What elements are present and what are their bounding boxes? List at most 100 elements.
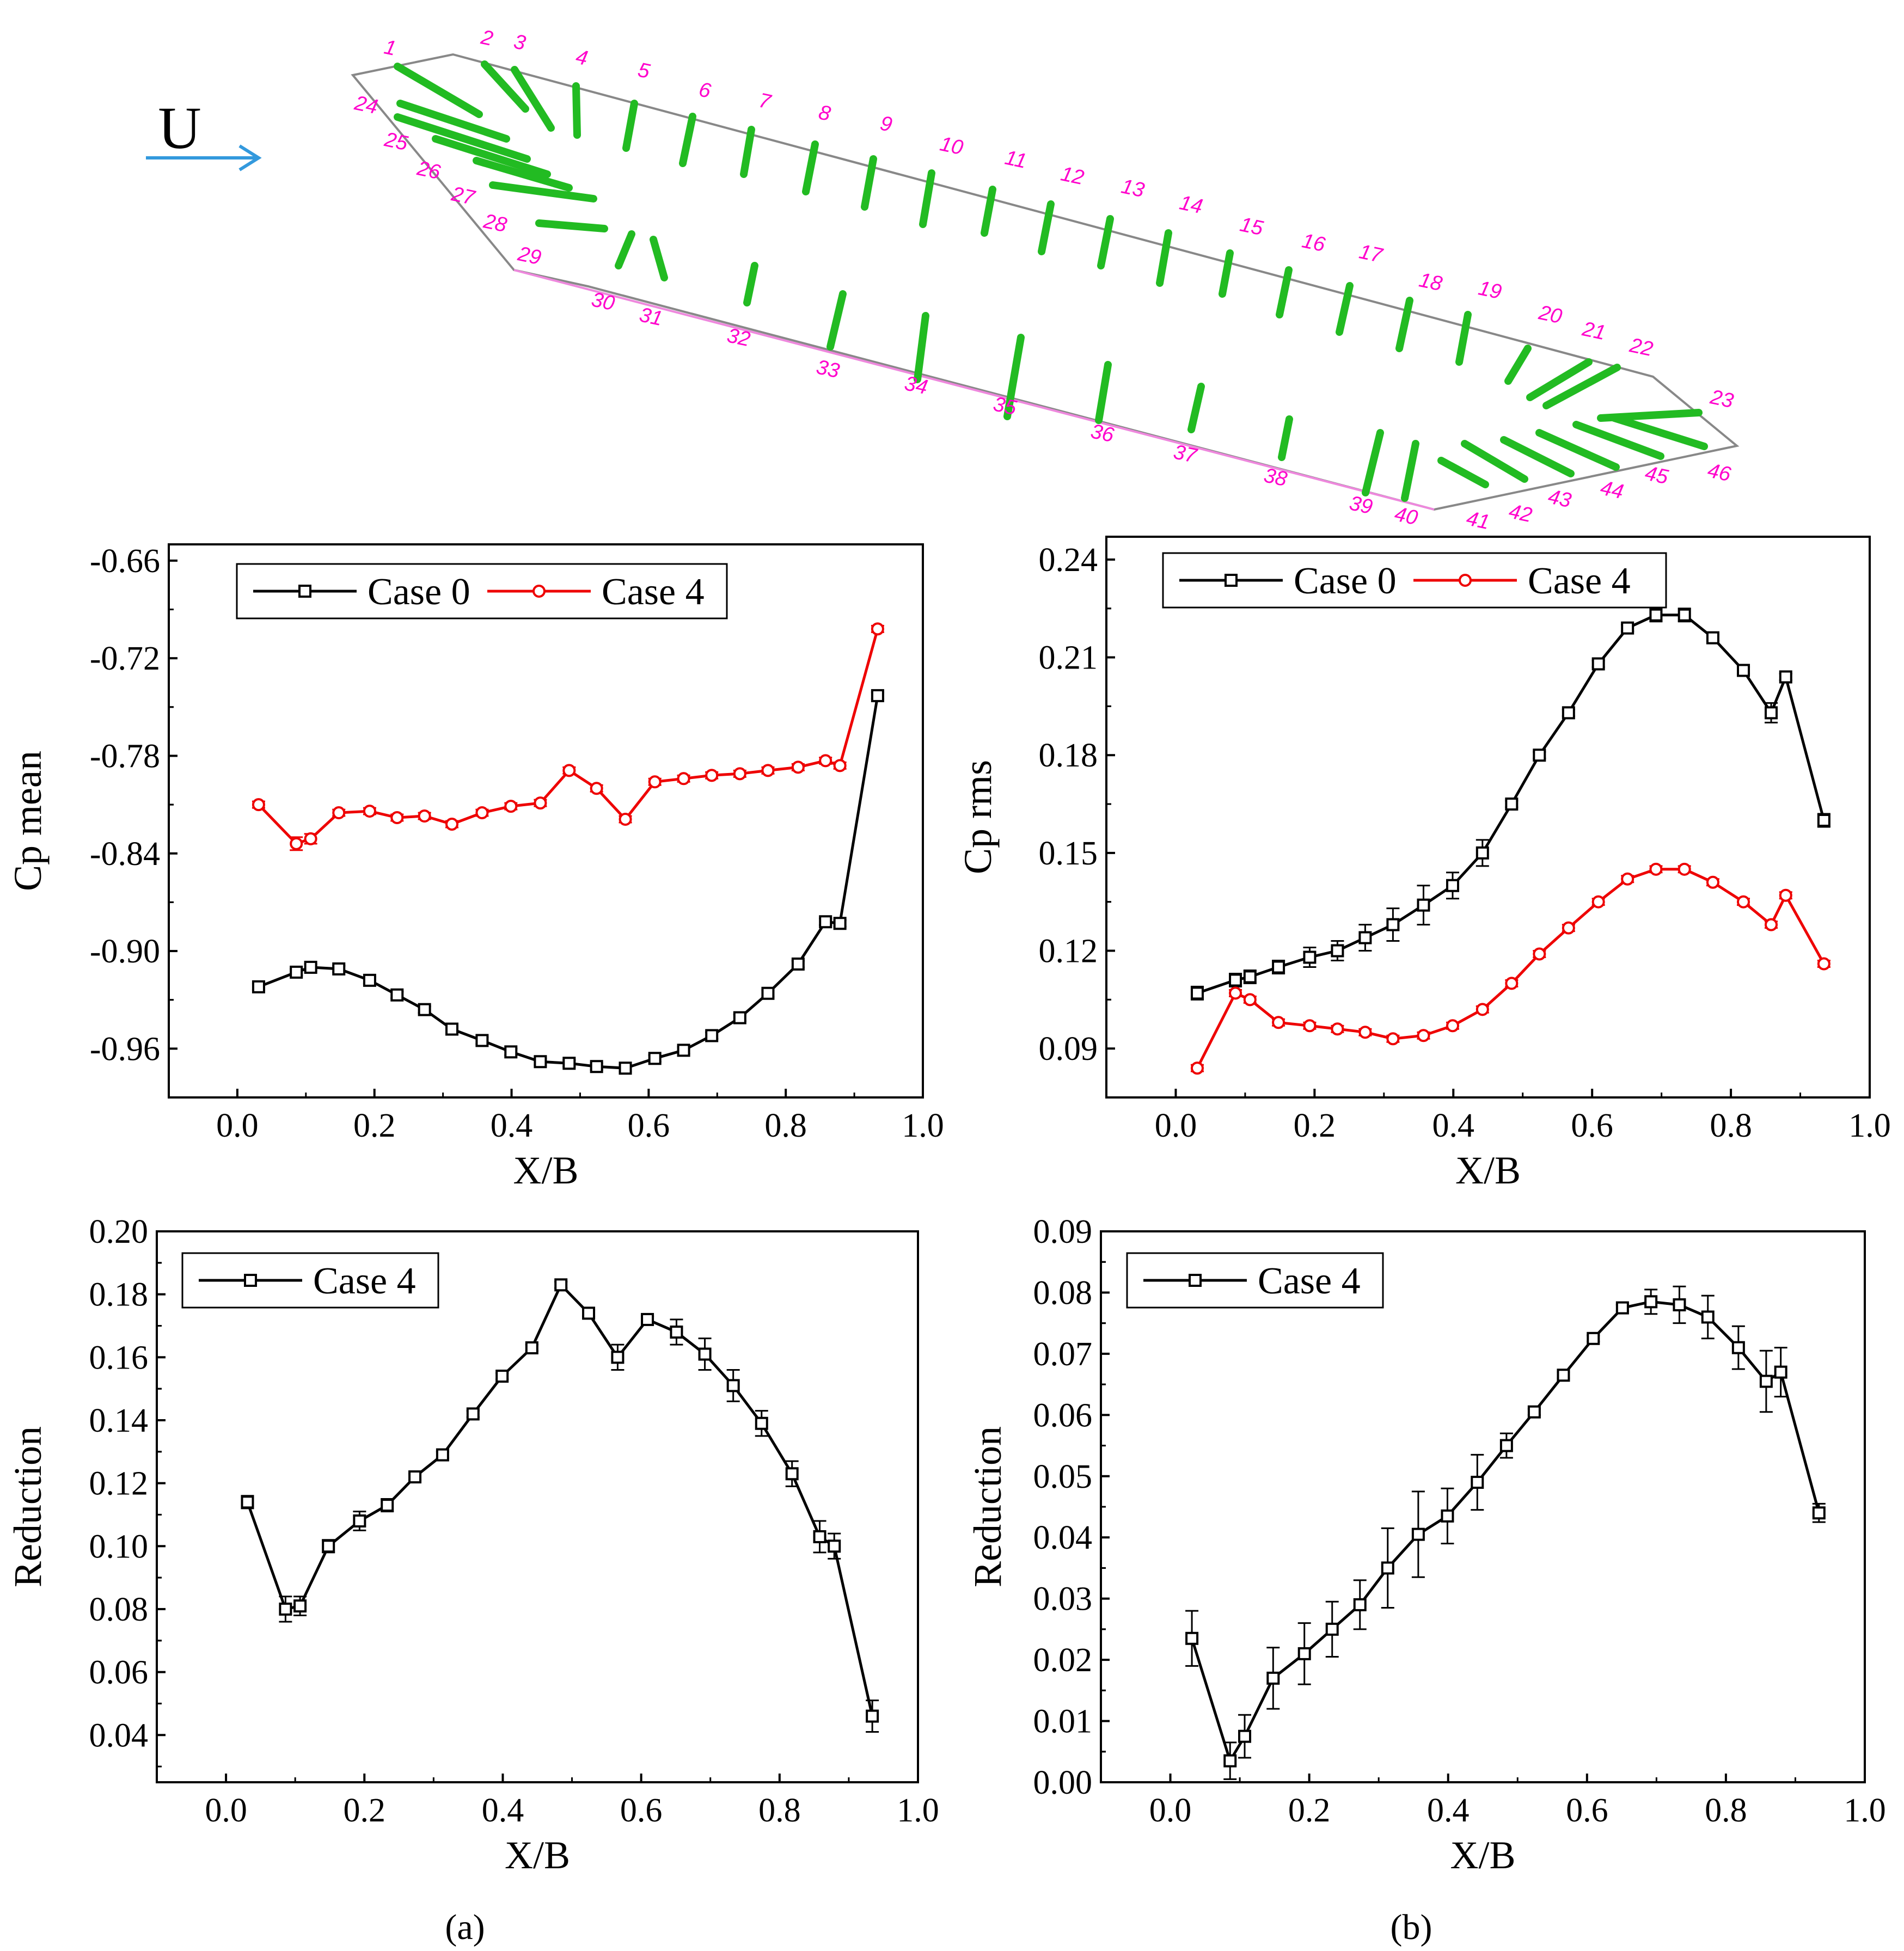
streak-45 <box>1572 421 1664 460</box>
streak-31 <box>650 236 668 281</box>
x-tick-label: 1.0 <box>897 1792 939 1829</box>
data-point <box>562 1057 576 1070</box>
data-point <box>1190 1062 1204 1075</box>
data-point <box>1185 1631 1199 1645</box>
data-point <box>1446 879 1459 892</box>
y-tick-label: 0.00 <box>1033 1764 1093 1801</box>
y-tick-label: -0.84 <box>90 836 160 873</box>
y-tick-label: 0.02 <box>1033 1642 1093 1679</box>
x-tick-label: 0.0 <box>216 1107 259 1144</box>
tap-label-45: 45 <box>1643 462 1670 489</box>
data-point <box>833 759 847 772</box>
data-point <box>761 764 775 777</box>
y-tick-label: 0.06 <box>89 1654 149 1691</box>
data-point <box>1649 862 1663 876</box>
tap-label-3: 3 <box>512 30 528 55</box>
data-point <box>1562 706 1575 720</box>
data-point <box>504 1045 518 1059</box>
data-point <box>1817 957 1830 971</box>
legend-label: Case 4 <box>313 1260 416 1302</box>
series-case-4 <box>1185 1285 1826 1780</box>
data-point <box>828 1539 841 1553</box>
data-point <box>1587 1332 1600 1345</box>
data-point <box>761 986 775 1000</box>
series-line <box>258 695 879 1070</box>
x-axis-label: X/B <box>513 1149 578 1192</box>
streak-36 <box>1095 361 1112 424</box>
tap-label-19: 19 <box>1476 277 1503 304</box>
data-point <box>1441 1509 1454 1523</box>
x-tick-label: 0.4 <box>491 1107 533 1144</box>
tap-label-42: 42 <box>1507 500 1534 527</box>
data-point <box>353 1514 366 1528</box>
data-point <box>1591 895 1605 909</box>
legend: Case 4 <box>1126 1252 1384 1309</box>
tap-label-12: 12 <box>1058 162 1086 189</box>
tap-label-23: 23 <box>1707 385 1735 413</box>
tap-label-43: 43 <box>1546 485 1573 512</box>
tap-label-15: 15 <box>1238 213 1265 240</box>
data-point <box>677 1044 690 1057</box>
y-tick-label: 0.18 <box>89 1277 149 1314</box>
streak-43 <box>1500 436 1575 477</box>
tap-label-21: 21 <box>1579 317 1607 345</box>
x-tick-label: 0.8 <box>1705 1792 1747 1829</box>
x-tick-label: 1.0 <box>902 1107 944 1144</box>
y-tick-label: 0.16 <box>89 1339 149 1376</box>
streak-44 <box>1535 429 1620 471</box>
y-tick-label: -0.66 <box>90 543 160 580</box>
y-tick-label: -0.90 <box>90 933 160 970</box>
streak-30 <box>615 230 635 269</box>
streak-39 <box>1362 429 1384 496</box>
streak-46 <box>1611 414 1708 450</box>
tap-label-27: 27 <box>449 182 477 210</box>
streak-19 <box>1455 311 1472 366</box>
data-point <box>363 805 376 818</box>
streak-9 <box>861 155 877 211</box>
data-point <box>1417 1029 1430 1042</box>
data-point <box>619 813 632 826</box>
streak-32 <box>743 262 758 306</box>
data-point <box>726 1379 740 1392</box>
plot-frame <box>156 1230 919 1783</box>
surface-streaks <box>394 60 1708 502</box>
y-tick-label: 0.09 <box>1039 1030 1098 1067</box>
tap-label-36: 36 <box>1088 420 1116 447</box>
data-point <box>866 1709 879 1723</box>
data-point <box>670 1326 683 1339</box>
x-tick-label: 0.8 <box>764 1107 807 1144</box>
y-axis-label: Reduction <box>6 1426 50 1587</box>
series-case-4 <box>252 622 884 851</box>
legend: Case 4 <box>181 1252 439 1309</box>
tap-label-5: 5 <box>636 59 652 84</box>
data-point <box>733 767 746 781</box>
series-case-4 <box>241 1278 879 1733</box>
data-point <box>1303 950 1317 964</box>
data-point <box>641 1312 654 1326</box>
legend-label: Case 4 <box>1528 560 1631 602</box>
data-point <box>1505 977 1519 990</box>
tap-label-16: 16 <box>1300 229 1327 256</box>
streak-29 <box>535 219 608 232</box>
windward-edge-line <box>513 269 1435 511</box>
streak-40 <box>1401 440 1419 502</box>
y-tick-label: 0.20 <box>89 1213 149 1250</box>
tap-label-11: 11 <box>1003 146 1028 173</box>
tap-label-10: 10 <box>938 132 965 159</box>
data-point <box>698 1347 712 1361</box>
data-point <box>1649 608 1663 622</box>
x-tick-label: 0.2 <box>1288 1792 1331 1829</box>
data-point <box>304 960 317 974</box>
data-point <box>1706 875 1719 889</box>
tap-label-46: 46 <box>1705 459 1733 486</box>
tap-label-24: 24 <box>352 91 379 119</box>
cp-rms-chart: 0.0 0.2 0.4 0.6 0.8 1.0 0.24 0.21 0.18 0.15 0.12 0.… <box>956 536 1891 1192</box>
x-axis-label: X/B <box>505 1833 570 1877</box>
y-tick-label: 0.04 <box>89 1717 149 1754</box>
data-point <box>304 832 317 845</box>
data-point <box>1303 1019 1317 1033</box>
data-point <box>1331 944 1344 958</box>
x-tick-label: 0.0 <box>205 1792 247 1829</box>
data-point <box>322 1539 335 1553</box>
data-point <box>1238 1729 1252 1743</box>
